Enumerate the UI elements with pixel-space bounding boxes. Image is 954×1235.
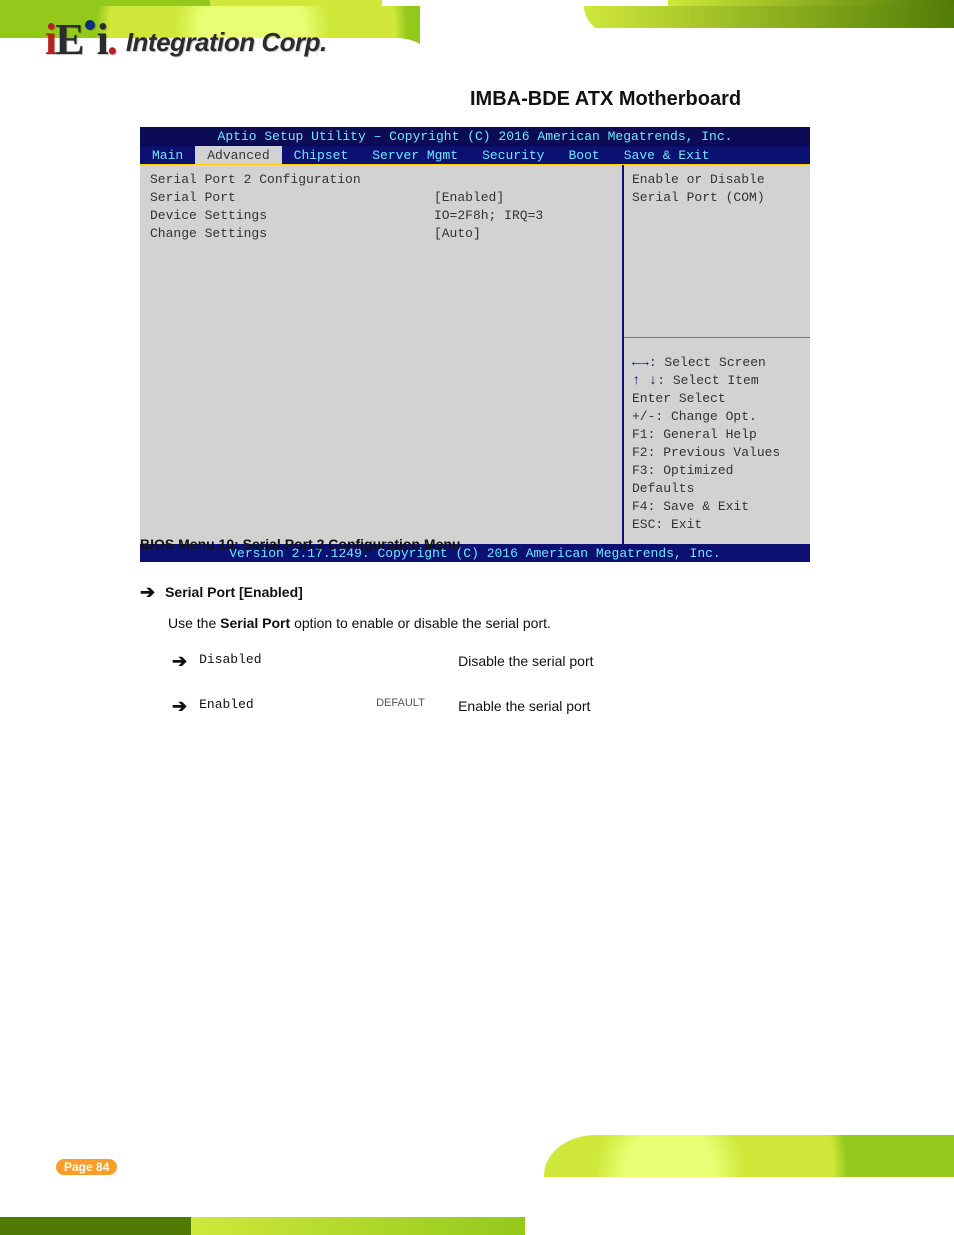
bios-row-label: Change Settings xyxy=(150,225,418,243)
bios-row-value[interactable]: [Enabled] xyxy=(434,189,612,207)
bios-key-row: F4: Save & Exit xyxy=(632,498,802,516)
header-white-swatch xyxy=(434,28,954,58)
bios-tab-main[interactable]: Main xyxy=(140,146,195,164)
header-green-swatch-left xyxy=(0,6,420,94)
bullet-arrow-icon: ➔ xyxy=(172,651,187,673)
bios-panel: Aptio Setup Utility – Copyright (C) 2016… xyxy=(140,127,810,562)
footer-stripe xyxy=(0,1217,954,1235)
bios-key-label: F1 xyxy=(632,427,648,442)
bios-tab-save-exit[interactable]: Save & Exit xyxy=(612,146,722,164)
bios-key-help: ←→: Select Screen ↑ ↓: Select Item Enter… xyxy=(632,354,802,534)
bios-key-row: Enter Select xyxy=(632,390,802,408)
bios-row-label: Serial Port xyxy=(150,189,418,207)
bios-key-label: Enter xyxy=(632,391,671,406)
bios-key-row: +/-: Change Opt. xyxy=(632,408,802,426)
page-number: Page 84 xyxy=(56,1159,117,1175)
bios-row-value: IO=2F8h; IRQ=3 xyxy=(434,207,612,225)
footer-green-swatch xyxy=(544,1135,954,1195)
bios-key-text: : General Help xyxy=(648,427,757,442)
option-desc-suffix: option to enable or disable the serial p… xyxy=(294,615,551,631)
header-swoosh xyxy=(0,38,442,108)
bios-key-text: Select xyxy=(679,391,726,406)
page-number-value: 84 xyxy=(96,1160,109,1174)
page-title: IMBA-BDE ATX Motherboard xyxy=(470,88,741,111)
bios-row-label: Serial Port 2 Configuration xyxy=(150,171,418,189)
arrows-lr-icon: ←→ xyxy=(632,355,649,371)
choice-explain: Enable the serial port xyxy=(458,694,840,719)
footer-swoosh xyxy=(452,1177,954,1227)
bios-key-text: : Select Item xyxy=(657,373,758,388)
choice-name: Enabled xyxy=(199,694,364,717)
bios-tabs: Main Advanced Chipset Server Mgmt Securi… xyxy=(140,146,810,165)
bios-key-row: ↑ ↓: Select Item xyxy=(632,372,802,390)
bios-key-text: : Exit xyxy=(655,517,702,532)
brand-logo: iEi. Integration Corp. xyxy=(45,18,327,62)
brand-wordmark: Integration Corp. xyxy=(126,27,327,58)
bios-title: Aptio Setup Utility – Copyright (C) 2016… xyxy=(140,127,810,146)
bios-key-row: F3: Optimized Defaults xyxy=(632,462,802,498)
bios-right-column: Enable or Disable Serial Port (COM) ←→: … xyxy=(624,165,810,544)
bios-row-value[interactable]: [Auto] xyxy=(434,225,612,243)
bios-key-row: F2: Previous Values xyxy=(632,444,802,462)
bios-row-value xyxy=(434,171,612,189)
option-choice: ➔ Disabled Disable the serial port xyxy=(172,649,840,674)
footer-banner: Page 84 xyxy=(0,1125,954,1235)
bios-tab-chipset[interactable]: Chipset xyxy=(282,146,361,164)
page-number-prefix: Page xyxy=(64,1160,96,1174)
bios-row: Serial Port [Enabled] xyxy=(150,189,612,207)
header-stripe xyxy=(0,0,954,6)
bios-key-label: F2 xyxy=(632,445,648,460)
option-desc-bold: Serial Port xyxy=(220,615,290,631)
bios-row: Change Settings [Auto] xyxy=(150,225,612,243)
figure-caption: BIOS Menu 10: Serial Port 2 Configuratio… xyxy=(140,536,460,552)
bios-left-column: Serial Port 2 Configuration Serial Port [… xyxy=(140,165,624,544)
bios-key-row: F1: General Help xyxy=(632,426,802,444)
bios-key-label: F3 xyxy=(632,463,648,478)
bios-tab-security[interactable]: Security xyxy=(470,146,556,164)
arrows-ud-icon: ↑ ↓ xyxy=(632,373,657,389)
bios-help-divider xyxy=(624,337,810,348)
bios-key-text: : Previous Values xyxy=(648,445,781,460)
bios-row-label: Device Settings xyxy=(150,207,418,225)
bios-key-text: : Change Opt. xyxy=(655,409,756,424)
bios-row: Device Settings IO=2F8h; IRQ=3 xyxy=(150,207,612,225)
bios-key-label: F4 xyxy=(632,499,648,514)
option-choices: ➔ Disabled Disable the serial port ➔ Ena… xyxy=(172,649,840,718)
option-choice: ➔ Enabled DEFAULT Enable the serial port xyxy=(172,694,840,719)
header-green-swatch-right xyxy=(584,6,954,36)
bios-key-row: ←→: Select Screen xyxy=(632,354,802,372)
bios-key-label: +/- xyxy=(632,409,655,424)
bios-key-text: : Optimized Defaults xyxy=(632,463,733,496)
bios-key-text: : Select Screen xyxy=(649,355,766,370)
bios-key-row: ESC: Exit xyxy=(632,516,802,534)
choice-name: Disabled xyxy=(199,649,364,672)
option-heading: Serial Port [Enabled] xyxy=(165,580,303,605)
option-desc-prefix: Use the xyxy=(168,615,220,631)
bios-key-label: ESC xyxy=(632,517,655,532)
bullet-arrow-icon: ➔ xyxy=(172,696,187,718)
bios-help-text: Enable or Disable Serial Port (COM) xyxy=(632,171,802,331)
bios-tab-boot[interactable]: Boot xyxy=(557,146,612,164)
bios-tab-advanced[interactable]: Advanced xyxy=(195,146,281,164)
bullet-arrow-icon: ➔ xyxy=(140,582,155,607)
option-description: Use the Serial Port option to enable or … xyxy=(168,611,840,636)
option-section: ➔ Serial Port [Enabled] Use the Serial P… xyxy=(140,580,840,738)
bios-tab-server-mgmt[interactable]: Server Mgmt xyxy=(360,146,470,164)
brand-logo-glyph: iEi. xyxy=(45,18,116,62)
choice-explain: Disable the serial port xyxy=(458,649,840,674)
bios-key-text: : Save & Exit xyxy=(648,499,749,514)
choice-default: DEFAULT xyxy=(376,694,446,713)
page-number-chip: Page 84 xyxy=(56,1159,117,1175)
bios-body: Serial Port 2 Configuration Serial Port [… xyxy=(140,165,810,544)
option-heading-row: ➔ Serial Port [Enabled] xyxy=(140,580,840,605)
bios-row: Serial Port 2 Configuration xyxy=(150,171,612,189)
